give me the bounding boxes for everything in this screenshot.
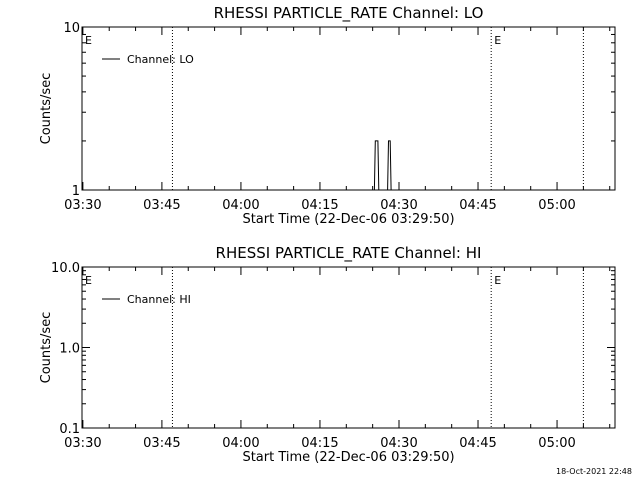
x-axis-title: Start Time (22-Dec-06 03:29:50): [242, 212, 454, 227]
x-tick-label: 04:00: [222, 436, 259, 451]
event-marker: E: [85, 34, 92, 47]
x-tick-label: 05:00: [538, 198, 575, 213]
x-tick-label: 04:15: [301, 436, 338, 451]
x-tick-label: 03:30: [64, 198, 101, 213]
chart-title: RHESSI PARTICLE_RATE Channel: HI: [216, 244, 482, 263]
x-tick-label: 04:45: [459, 436, 496, 451]
y-tick-label: 10.0: [51, 261, 80, 276]
plot-frame: [81, 266, 616, 429]
legend-entry: Channel: LO: [127, 53, 194, 66]
x-axis-title: Start Time (22-Dec-06 03:29:50): [242, 450, 454, 465]
x-tick-label: 04:15: [301, 198, 338, 213]
legend-entry: Channel: HI: [127, 293, 191, 306]
plot-frame: [81, 26, 616, 191]
x-tick-label: 04:45: [459, 198, 496, 213]
x-tick-label: 03:45: [143, 198, 180, 213]
y-axis-title: Counts/sec: [39, 73, 54, 145]
event-marker: E: [494, 274, 501, 287]
panel-1: RHESSI PARTICLE_RATE Channel: LO 1 10 03:30…: [39, 4, 616, 227]
footer-stamp: 18-Oct-2021 22:48: [556, 467, 632, 476]
x-tick-label: 03:45: [143, 436, 180, 451]
panel-2: RHESSI PARTICLE_RATE Channel: HI 0.1 1.0 10…: [39, 244, 616, 465]
event-marker: E: [85, 274, 92, 287]
event-marker: E: [494, 34, 501, 47]
y-axis-title: Counts/sec: [39, 312, 54, 384]
x-tick-label: 04:30: [380, 436, 417, 451]
x-tick-label: 04:30: [380, 198, 417, 213]
y-tick-label: 1: [72, 184, 80, 199]
y-tick-label: 1.0: [59, 342, 80, 357]
chart-title: RHESSI PARTICLE_RATE Channel: LO: [214, 4, 484, 23]
x-tick-label: 04:00: [222, 198, 259, 213]
x-tick-label: 03:30: [64, 436, 101, 451]
y-tick-label: 10: [63, 21, 80, 36]
y-tick-label: 0.1: [59, 422, 80, 437]
series-line: [373, 140, 392, 191]
x-tick-label: 05:00: [538, 436, 575, 451]
